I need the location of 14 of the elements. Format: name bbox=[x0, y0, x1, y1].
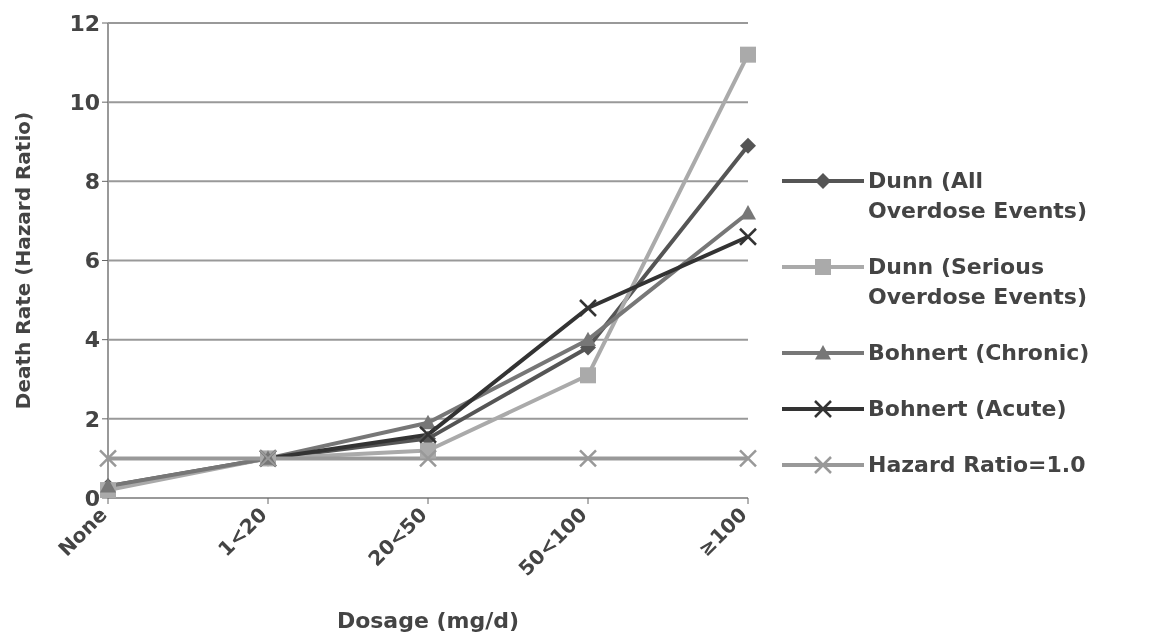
y-axis-title: Death Rate (Hazard Ratio) bbox=[11, 111, 36, 410]
legend-label: Bohnert (Chronic) bbox=[868, 339, 1091, 367]
legend-label: Dunn (All Overdose Events) bbox=[868, 167, 1088, 225]
x-axis-title: Dosage (mg/d) bbox=[336, 608, 520, 633]
y-tick-label: 2 bbox=[84, 406, 100, 432]
y-tick-label: 8 bbox=[84, 169, 100, 195]
y-tick-label: 6 bbox=[84, 248, 100, 274]
legend-label: Hazard Ratio=1.0 bbox=[868, 451, 1087, 479]
y-tick-label: 12 bbox=[69, 10, 100, 36]
y-tick-label: 4 bbox=[84, 327, 100, 353]
legend-label: Dunn (Serious Overdose Events) bbox=[868, 253, 1088, 311]
legend-label: Bohnert (Acute) bbox=[868, 395, 1068, 423]
y-tick-label: 10 bbox=[69, 89, 100, 115]
y-tick-label: 0 bbox=[84, 485, 100, 511]
